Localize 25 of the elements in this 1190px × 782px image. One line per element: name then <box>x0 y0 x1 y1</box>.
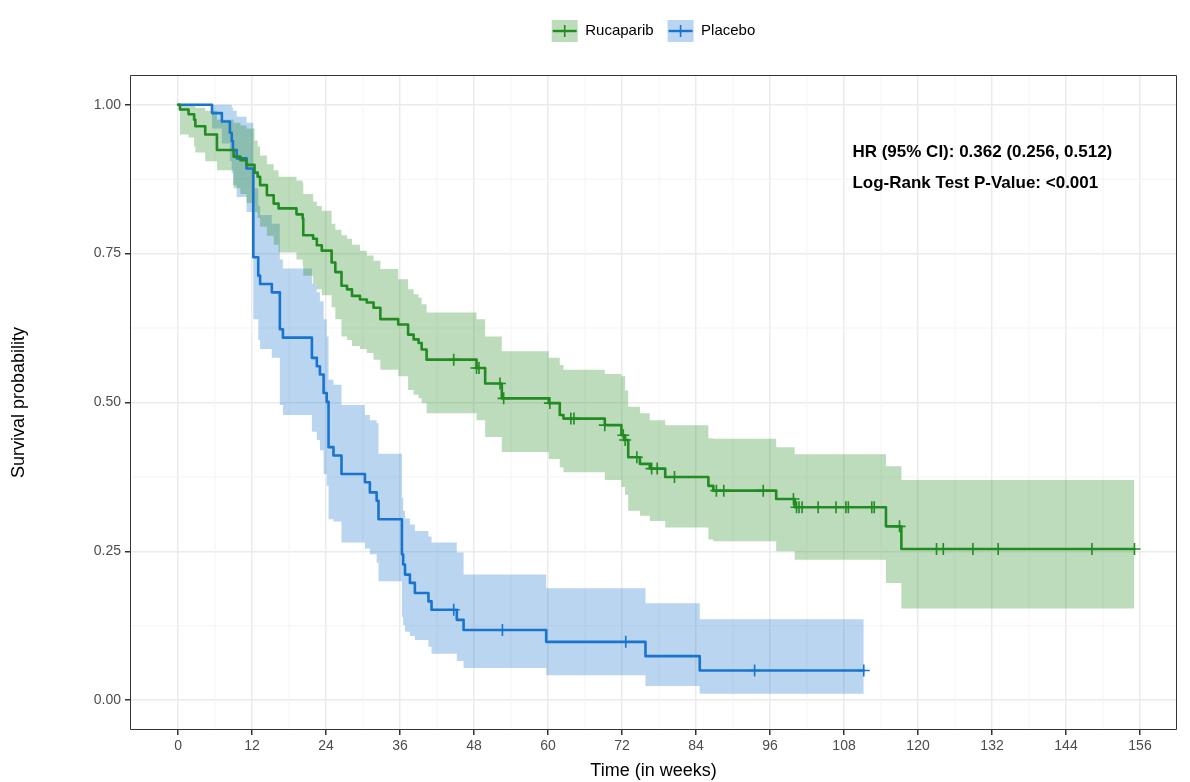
x-tick-label: 120 <box>906 737 930 754</box>
x-tick-label: 84 <box>688 737 705 754</box>
x-tick-label: 60 <box>540 737 557 754</box>
x-tick-label: 96 <box>762 737 779 754</box>
y-axis-title: Survival probability <box>7 326 28 479</box>
annotation: HR (95% CI): 0.362 (0.256, 0.512) <box>852 141 1113 161</box>
x-tick-label: 108 <box>832 737 856 754</box>
x-axis-title: Time (in weeks) <box>590 760 717 781</box>
legend-label: Placebo <box>701 21 756 39</box>
y-tick-label: 1.00 <box>93 95 122 112</box>
x-tick-label: 144 <box>1054 737 1078 754</box>
x-tick-label: 0 <box>174 737 183 754</box>
legend-label: Rucaparib <box>585 21 654 39</box>
x-tick-label: 156 <box>1128 737 1152 754</box>
x-tick-label: 72 <box>614 737 631 754</box>
x-tick-label: 48 <box>466 737 483 754</box>
x-tick-label: 132 <box>980 737 1004 754</box>
y-tick-label: 0.75 <box>93 244 122 261</box>
y-tick-label: 0.25 <box>93 542 122 559</box>
annotation: Log-Rank Test P-Value: <0.001 <box>852 172 1099 192</box>
x-tick-label: 12 <box>244 737 261 754</box>
x-tick-label: 36 <box>392 737 409 754</box>
x-tick-label: 24 <box>318 737 335 754</box>
y-tick-label: 0.00 <box>93 691 122 708</box>
y-tick-label: 0.50 <box>93 393 122 410</box>
